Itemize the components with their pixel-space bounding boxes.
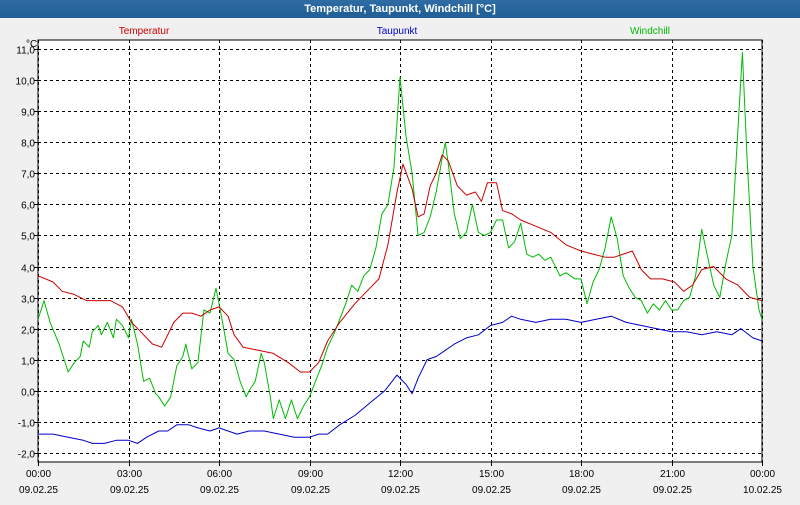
y-tick-label: -1,0 bbox=[18, 419, 36, 430]
y-tick-label: 2,0 bbox=[21, 326, 35, 337]
x-tick-time-label: 15:00 bbox=[479, 469, 504, 480]
x-tick-date-label: 09.02.25 bbox=[110, 485, 149, 496]
legend-windchill: Windchill bbox=[630, 26, 670, 37]
y-tick-label: 10,0 bbox=[16, 77, 36, 88]
x-tick-date-label: 09.02.25 bbox=[562, 485, 601, 496]
x-tick-date-label: 09.02.25 bbox=[291, 485, 330, 496]
x-tick-time-label: 12:00 bbox=[388, 469, 413, 480]
y-tick-label: 4,0 bbox=[21, 264, 35, 275]
chart-title: Temperatur, Taupunkt, Windchill [°C] bbox=[304, 3, 496, 15]
y-axis-unit-label: °C bbox=[26, 39, 37, 50]
series-line-windchill bbox=[37, 51, 763, 420]
x-tick-time-label: 00:00 bbox=[750, 469, 775, 480]
y-tick-label: 9,0 bbox=[21, 108, 35, 119]
series-line-temperatur bbox=[37, 154, 763, 373]
y-tick-label: 7,0 bbox=[21, 170, 35, 181]
y-tick-label: 5,0 bbox=[21, 232, 35, 243]
x-tick-date-label: 09.02.25 bbox=[472, 485, 511, 496]
line-chart: -2,0 -1,0 0,0 1,0 2,0 3,0 4,0 5,0 6,0 7,0 8,0 9,0 10… bbox=[16, 26, 783, 496]
x-tick-time-label: 21:00 bbox=[660, 469, 685, 480]
x-tick-date-label: 10.02.25 bbox=[743, 485, 782, 496]
y-tick-label: 8,0 bbox=[21, 139, 35, 150]
y-tick-label: 6,0 bbox=[21, 201, 35, 212]
chart-area: -2,0 -1,0 0,0 1,0 2,0 3,0 4,0 5,0 6,0 7,0 8,0 9,0 10… bbox=[0, 18, 800, 500]
legend-taupunkt: Taupunkt bbox=[377, 26, 418, 37]
y-tick-label: 1,0 bbox=[21, 357, 35, 368]
series-line-taupunkt bbox=[38, 315, 763, 444]
x-tick-date-label: 09.02.25 bbox=[381, 485, 420, 496]
x-tick-time-label: 00:00 bbox=[26, 469, 51, 480]
legend-temperatur: Temperatur bbox=[119, 26, 170, 37]
y-tick-label: 3,0 bbox=[21, 295, 35, 306]
x-tick-time-label: 18:00 bbox=[569, 469, 594, 480]
y-tick-label: 11,0 bbox=[16, 46, 35, 57]
y-tick-label: -2,0 bbox=[18, 450, 36, 461]
chart-title-bar: Temperatur, Taupunkt, Windchill [°C] bbox=[0, 0, 800, 18]
y-tick-label: 0,0 bbox=[21, 388, 35, 399]
x-tick-date-label: 09.02.25 bbox=[653, 485, 692, 496]
x-tick-date-label: 09.02.25 bbox=[200, 485, 239, 496]
x-tick-time-label: 06:00 bbox=[207, 469, 232, 480]
x-tick-time-label: 09:00 bbox=[298, 469, 323, 480]
x-tick-time-label: 03:00 bbox=[117, 469, 142, 480]
x-tick-date-label: 09.02.25 bbox=[19, 485, 58, 496]
